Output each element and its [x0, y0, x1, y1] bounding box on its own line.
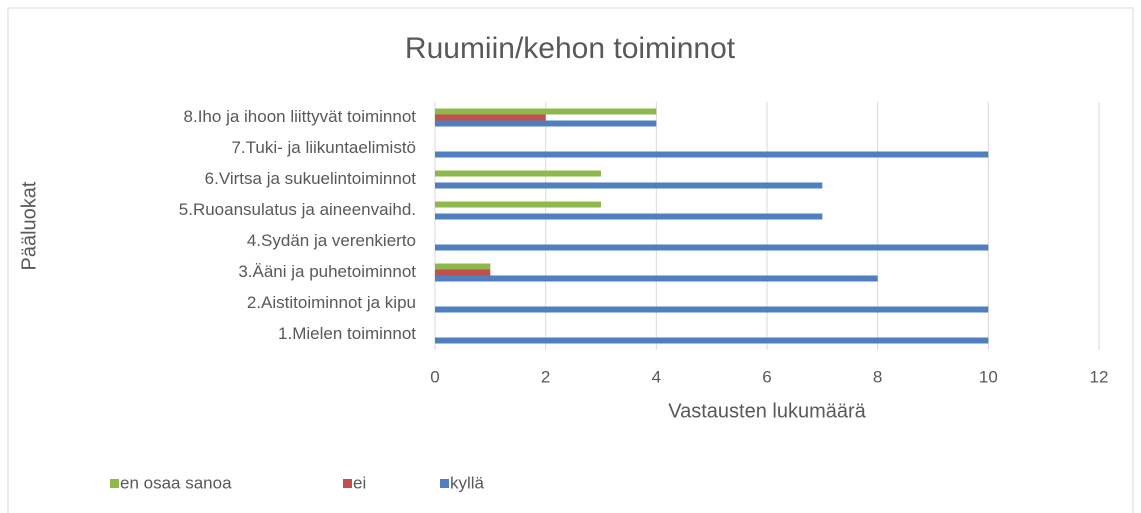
- chart-title: Ruumiin/kehon toiminnot: [405, 32, 736, 65]
- legend-label: en osaa sanoa: [120, 473, 232, 492]
- bar: [435, 182, 823, 189]
- x-tick-label: 2: [541, 367, 550, 386]
- bar: [435, 275, 878, 282]
- legend-label: kyllä: [450, 473, 485, 492]
- bar: [435, 170, 601, 177]
- bar: [435, 306, 989, 313]
- bar: [435, 244, 989, 251]
- legend-swatch: [440, 479, 449, 488]
- bar: [435, 108, 657, 115]
- bar: [435, 114, 546, 121]
- bar: [435, 151, 989, 158]
- y-axis-title: Pääluokat: [18, 181, 40, 270]
- legend-swatch: [343, 479, 352, 488]
- bar: [435, 201, 601, 208]
- y-tick-label: 1.Mielen toiminnot: [278, 324, 416, 343]
- bar: [435, 120, 657, 127]
- x-tick-label: 6: [762, 367, 771, 386]
- x-tick-label: 4: [652, 367, 661, 386]
- bar: [435, 269, 491, 276]
- x-axis-title: Vastausten lukumäärä: [668, 400, 866, 422]
- bar: [435, 213, 823, 220]
- y-tick-label: 3.Ääni ja puhetoiminnot: [238, 262, 416, 281]
- y-tick-label: 4.Sydän ja verenkierto: [247, 231, 416, 250]
- legend-label: ei: [353, 473, 366, 492]
- chart-border: [7, 7, 1134, 513]
- x-tick-label: 0: [430, 367, 439, 386]
- y-tick-label: 2.Aistitoiminnot ja kipu: [247, 293, 416, 312]
- y-tick-label: 8.Iho ja ihoon liittyvät toiminnot: [184, 107, 417, 126]
- bar: [435, 263, 491, 270]
- x-tick-label: 8: [873, 367, 882, 386]
- y-tick-label: 6.Virtsa ja sukuelintoiminnot: [205, 169, 417, 188]
- y-tick-label: 5.Ruoansulatus ja aineenvaihd.: [179, 200, 416, 219]
- x-tick-label: 12: [1090, 367, 1109, 386]
- legend-swatch: [110, 479, 119, 488]
- y-tick-label: 7.Tuki- ja liikuntaelimistö: [231, 138, 416, 157]
- bar: [435, 337, 989, 344]
- x-tick-label: 10: [979, 367, 998, 386]
